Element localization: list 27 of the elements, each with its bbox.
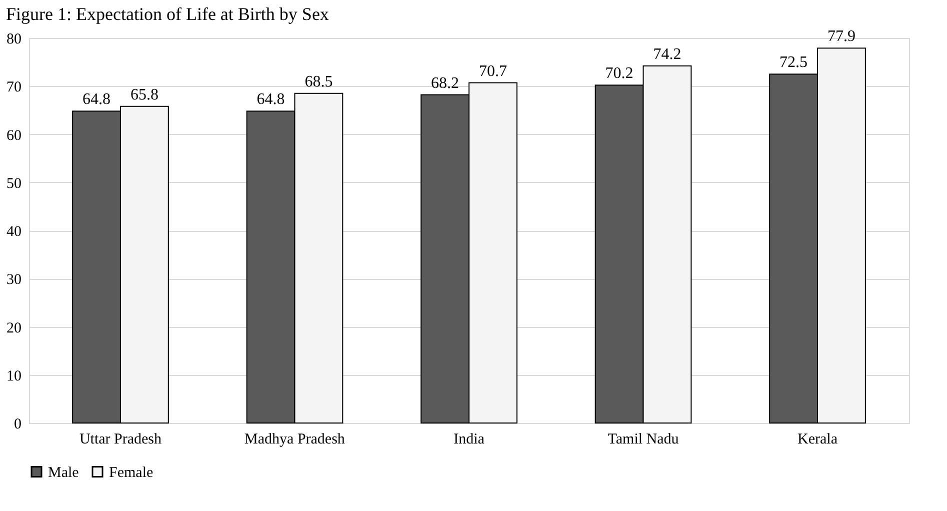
- data-label: 70.7: [478, 62, 507, 80]
- data-label: 74.2: [653, 46, 682, 63]
- data-label: 68.5: [304, 73, 333, 90]
- chart-title: Figure 1: Expectation of Life at Birth by Sex: [6, 4, 329, 24]
- data-label: 65.8: [130, 86, 158, 104]
- x-tick-label: India: [454, 432, 485, 448]
- y-tick-label: 20: [6, 320, 22, 336]
- y-tick-label: 0: [14, 416, 22, 432]
- y-tick-label: 70: [6, 80, 22, 96]
- data-label: 77.9: [827, 28, 856, 46]
- x-tick-label: Madhya Pradesh: [244, 432, 346, 448]
- data-label: 72.5: [780, 54, 808, 72]
- data-label: 68.2: [431, 74, 460, 92]
- y-tick-label: 80: [6, 32, 22, 48]
- data-label: 70.2: [605, 65, 634, 82]
- y-tick-label: 60: [6, 128, 22, 144]
- legend-label: Male: [48, 464, 80, 481]
- data-label: 64.8: [82, 91, 111, 108]
- y-tick-label: 50: [6, 176, 22, 192]
- legend-label: Female: [109, 464, 154, 481]
- x-tick-label: Tamil Nadu: [608, 432, 680, 448]
- x-tick-label: Kerala: [798, 432, 838, 448]
- data-label: 64.8: [256, 91, 285, 108]
- y-tick-label: 30: [6, 272, 22, 288]
- y-tick-label: 10: [6, 368, 22, 384]
- y-tick-label: 40: [6, 224, 22, 240]
- x-tick-label: Uttar Pradesh: [79, 432, 162, 448]
